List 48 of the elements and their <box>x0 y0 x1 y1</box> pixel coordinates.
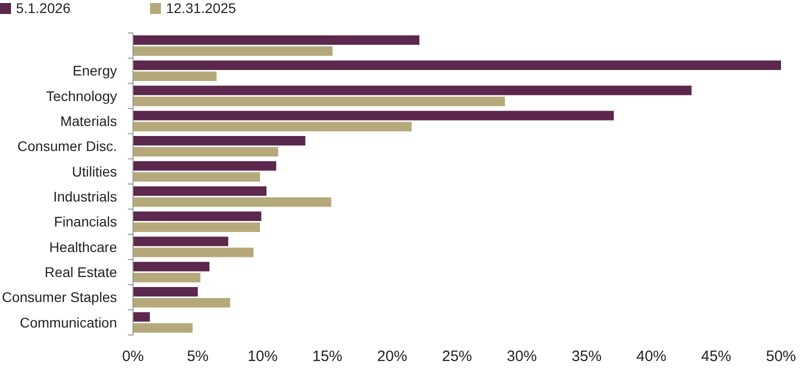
bar <box>133 72 217 81</box>
y-tick-label: Industrials <box>53 188 117 204</box>
y-tick-label: Consumer Disc. <box>17 138 117 154</box>
bar <box>133 136 306 146</box>
bar <box>133 197 332 207</box>
x-tick-label: 35% <box>572 348 602 365</box>
bar <box>133 248 254 258</box>
x-tick-label: 20% <box>377 348 408 365</box>
bar <box>133 262 210 272</box>
bar <box>133 96 505 106</box>
bar <box>133 222 260 232</box>
x-tick-label: 10% <box>248 348 278 365</box>
x-tick-label: 30% <box>506 348 537 365</box>
bar <box>133 46 333 56</box>
bar <box>133 272 200 282</box>
y-tick-label: Energy <box>72 62 117 79</box>
y-tick-label: Materials <box>60 112 117 129</box>
bar <box>133 312 150 322</box>
x-tick-label: 5% <box>186 348 209 365</box>
x-tick-label: 0% <box>122 348 144 365</box>
y-tick-label: Utilities <box>72 163 117 180</box>
x-tick-label: 50% <box>766 348 796 365</box>
bar <box>133 323 193 333</box>
bar <box>133 147 278 156</box>
bar <box>133 172 260 182</box>
bar <box>133 110 614 120</box>
bar <box>133 298 230 308</box>
y-tick-label: Communication <box>20 314 117 330</box>
legend-label: 12.31.2025 <box>166 0 236 16</box>
y-tick-label: Healthcare <box>49 238 118 255</box>
x-tick-label: 45% <box>701 348 732 365</box>
bar <box>133 35 420 45</box>
legend-label: 5.1.2026 <box>16 0 71 16</box>
bar <box>133 122 412 132</box>
y-tick-label: Technology <box>46 88 117 104</box>
bar <box>133 287 198 296</box>
bar <box>133 60 781 70</box>
bar <box>133 212 262 221</box>
bar <box>133 86 692 96</box>
x-tick-label: 40% <box>636 348 666 365</box>
x-tick-label: 25% <box>442 348 472 365</box>
x-tick-label: 15% <box>312 348 342 365</box>
bar <box>133 186 266 196</box>
y-tick-label: Consumer Staples <box>2 289 117 306</box>
bar <box>133 161 276 171</box>
bar <box>133 236 228 246</box>
y-tick-label: Financials <box>54 214 117 230</box>
y-tick-label: Real Estate <box>44 264 118 280</box>
